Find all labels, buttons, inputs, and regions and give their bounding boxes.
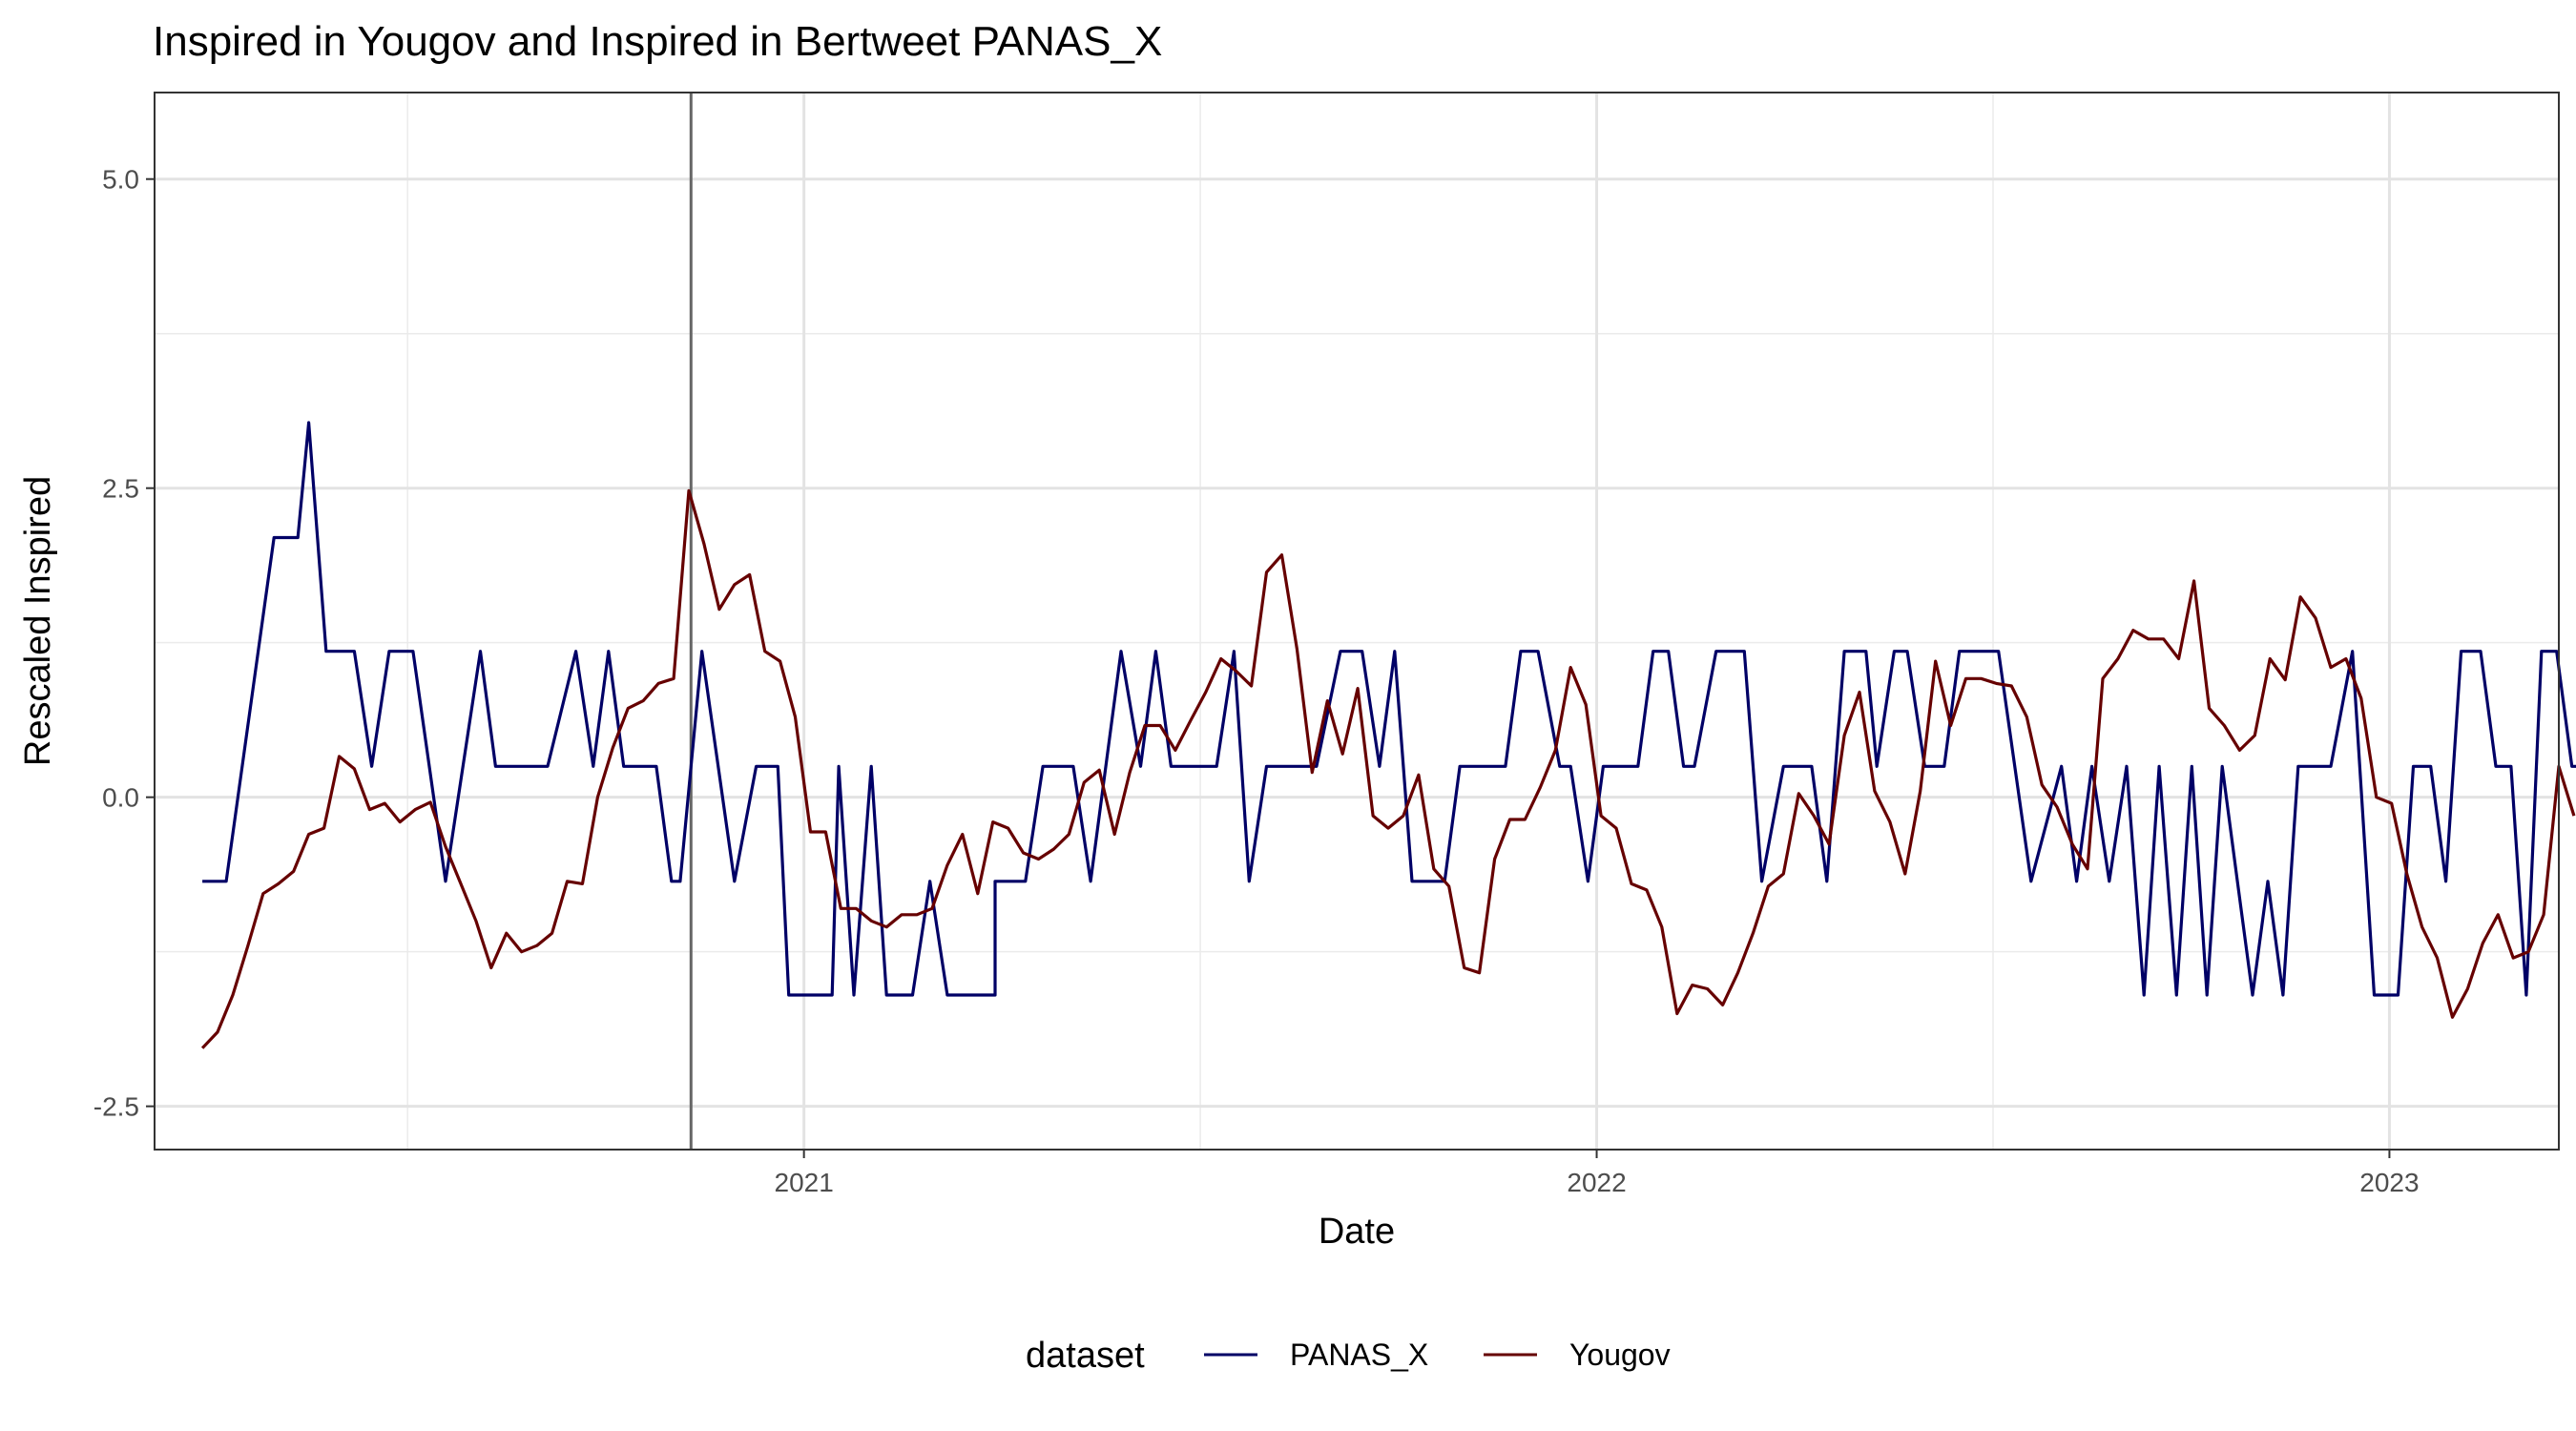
legend: dataset PANAS_X Yougov [1026, 1336, 1671, 1376]
y-axis-title: Rescaled Inspired [18, 476, 58, 766]
y-tick-label: -2.5 [93, 1092, 139, 1122]
legend-title: dataset [1026, 1336, 1145, 1376]
series-line-panas-x [202, 421, 2576, 997]
legend-label-yougov: Yougov [1569, 1338, 1671, 1372]
plot-panel [155, 93, 2559, 1150]
minor-gridlines [155, 93, 2559, 1150]
x-tick-label: 2022 [1567, 1168, 1626, 1197]
y-tick-label: 5.0 [102, 165, 139, 195]
x-axis-title: Date [1319, 1212, 1395, 1252]
x-axis: 2021 2022 2023 [775, 1150, 2420, 1197]
x-tick-label: 2023 [2359, 1168, 2419, 1197]
series-line-yougov [200, 488, 2576, 1049]
plot-border [154, 92, 2560, 1151]
series-layer [200, 421, 2576, 1049]
chart-title: Inspired in Yougov and Inspired in Bertw… [153, 18, 1162, 65]
legend-label-panas-x: PANAS_X [1290, 1338, 1428, 1372]
y-tick-label: 2.5 [102, 474, 139, 504]
y-axis: 5.0 2.5 0.0 -2.5 [93, 165, 155, 1122]
x-tick-label: 2021 [775, 1168, 834, 1197]
y-tick-label: 0.0 [102, 783, 139, 813]
